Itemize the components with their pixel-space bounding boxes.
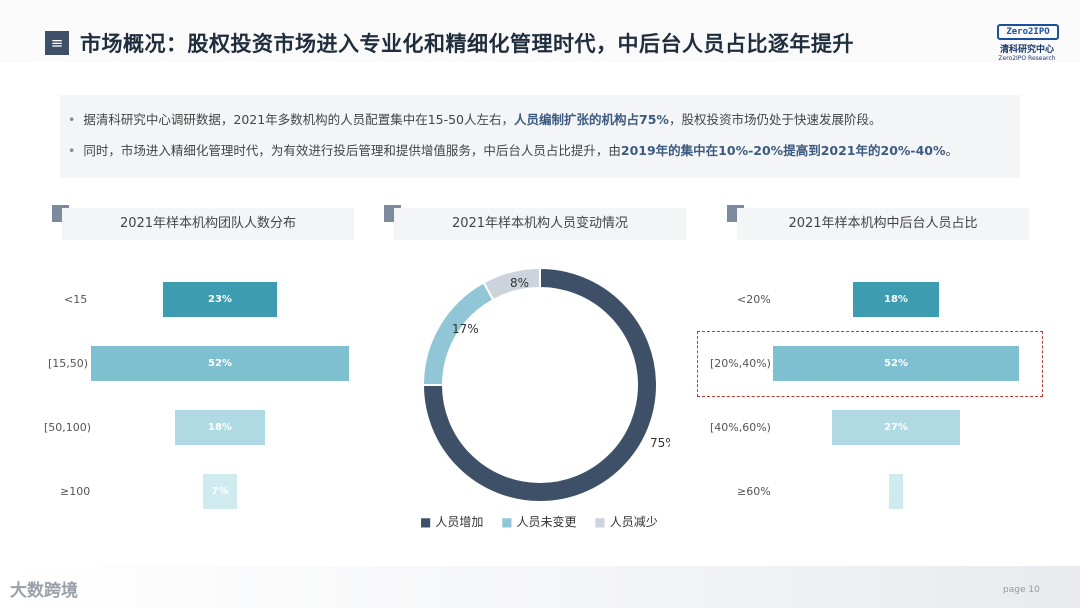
header-strip [0, 0, 1080, 62]
bullet-1-post: ，股权投资市场仍处于快速发展阶段。 [668, 112, 882, 127]
funnel-bar: 7% [202, 474, 238, 509]
bullet-dot: • [68, 143, 76, 158]
funnel-bar [888, 474, 904, 509]
menu-icon: ≡ [45, 31, 69, 55]
category-label: [20%,40%) [710, 357, 771, 370]
category-label: <15 [64, 293, 88, 306]
funnel-bar: 27% [832, 410, 960, 445]
category-label: [15,50) [48, 357, 89, 370]
funnel-bar: 18% [853, 282, 939, 317]
legend-marker: ■ [501, 515, 513, 529]
bullet-dot: • [68, 112, 76, 127]
logo-en-text: Zero2IPO Research [998, 55, 1056, 62]
bullet-2-highlight: 2019年的集中在10%-20%提高到2021年的20%-40% [620, 143, 946, 158]
logo-cn-text: 清科研究中心 [999, 45, 1054, 55]
bullet-2-pre: 同时，市场进入精细化管理时代，为有效进行投后管理和提供增值服务，中后台人员占比提… [83, 143, 621, 158]
watermark-logo: 大数跨境 [10, 581, 78, 601]
bullet-2-post: 。 [945, 143, 959, 158]
funnel-bar: 18% [175, 410, 265, 445]
category-label: [40%,60%) [710, 421, 771, 434]
logo-box-text: Zero2IPO [997, 24, 1059, 40]
legend-item-decrease: ■ 人员减少 [594, 515, 657, 529]
panel-1-title: 2021年样本机构团队人数分布 [62, 208, 354, 240]
page-number: page 10 [1003, 585, 1040, 595]
legend-marker: ■ [420, 515, 432, 529]
highlight-box [697, 331, 1043, 397]
panel-2-title: 2021年样本机构人员变动情况 [394, 208, 686, 240]
donut-data-label: 8% [510, 276, 529, 290]
donut-legend: ■ 人员增加 ■ 人员未变更 ■ 人员减少 [420, 513, 672, 530]
summary-bullets: • 据清科研究中心调研数据，2021年多数机构的人员配置集中在15-50人左右，人… [60, 95, 1020, 178]
legend-label: 人员增加 [435, 515, 484, 529]
category-label: [50,100) [44, 421, 92, 434]
page-title: 市场概况：股权投资市场进入专业化和精细化管理时代，中后台人员占比逐年提升 [80, 32, 854, 56]
legend-item-increase: ■ 人员增加 [420, 515, 483, 529]
bullet-1-pre: 据清科研究中心调研数据，2021年多数机构的人员配置集中在15-50人左右， [83, 112, 515, 127]
funnel-bar: 52% [773, 346, 1019, 381]
legend-marker: ■ [594, 515, 606, 529]
legend-label: 人员未变更 [516, 515, 577, 529]
footer-strip [0, 566, 1080, 608]
donut-slice [482, 266, 541, 302]
legend-item-unchanged: ■ 人员未变更 [501, 515, 576, 529]
bullet-1: • 据清科研究中心调研数据，2021年多数机构的人员配置集中在15-50人左右，人… [68, 109, 881, 128]
panel-3-title: 2021年样本机构中后台人员占比 [737, 208, 1029, 240]
bullet-2: • 同时，市场进入精细化管理时代，为有效进行投后管理和提供增值服务，中后台人员占比… [68, 140, 958, 159]
funnel-bar: 23% [162, 282, 278, 317]
funnel-bar: 52% [91, 346, 349, 381]
category-label: <20% [737, 293, 771, 306]
donut-data-label: 75% [650, 436, 670, 450]
legend-label: 人员减少 [609, 515, 658, 529]
donut-slice [421, 266, 658, 503]
donut-data-label: 17% [452, 322, 479, 336]
category-label: ≥60% [737, 485, 771, 498]
zero2ipo-logo: Zero2IPO 清科研究中心 Zero2IPO Research [992, 24, 1062, 64]
personnel-change-donut-chart: 75% 17% 8% [421, 266, 670, 503]
bullet-1-highlight: 人员编制扩张的机构占75% [514, 112, 669, 127]
category-label: ≥100 [60, 485, 91, 498]
